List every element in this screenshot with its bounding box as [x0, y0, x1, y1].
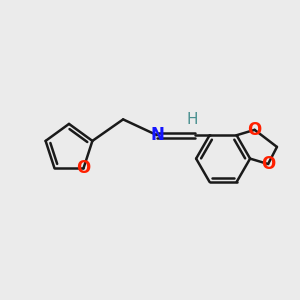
- Text: N: N: [150, 126, 164, 144]
- Text: O: O: [248, 121, 262, 139]
- Text: O: O: [261, 155, 275, 173]
- Text: O: O: [76, 159, 91, 177]
- Text: H: H: [187, 112, 198, 127]
